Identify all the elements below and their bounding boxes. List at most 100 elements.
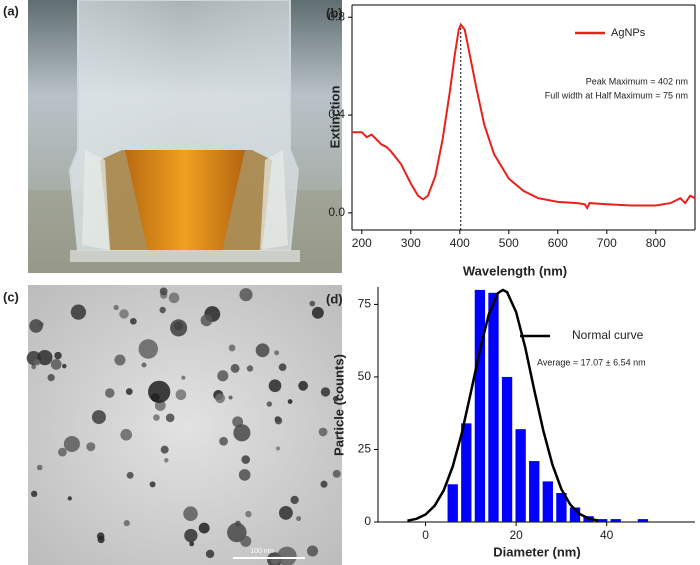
particle xyxy=(29,319,43,333)
annotation: Full width at Half Maximum = 75 nm xyxy=(545,90,688,100)
particle xyxy=(57,447,67,457)
particle xyxy=(205,549,215,559)
particle xyxy=(183,506,198,521)
particle xyxy=(114,354,126,366)
bar xyxy=(597,519,608,522)
particle xyxy=(307,545,319,557)
particle xyxy=(219,436,228,446)
panel-label: (c) xyxy=(3,289,19,304)
x-tick-label: 500 xyxy=(499,236,519,250)
particle xyxy=(266,401,273,407)
particle xyxy=(141,362,147,368)
particle xyxy=(333,395,339,402)
y-tick-label: 0.4 xyxy=(328,107,345,121)
annotation: Average = 17.07 ± 6.54 nm xyxy=(537,357,646,367)
bar xyxy=(488,292,499,522)
x-axis-title: Diameter (nm) xyxy=(493,544,580,559)
particle xyxy=(154,400,166,411)
particle xyxy=(120,428,133,441)
particle xyxy=(298,380,309,391)
legend-label: Normal curve xyxy=(572,328,644,342)
particle xyxy=(126,471,134,479)
particle xyxy=(274,350,280,356)
bar xyxy=(501,376,513,522)
x-tick-label: 200 xyxy=(352,236,372,250)
legend-label: AgNPs xyxy=(611,27,646,39)
particle xyxy=(268,379,282,393)
particle xyxy=(287,399,293,404)
particle xyxy=(36,464,43,471)
y-tick-label: 0.0 xyxy=(328,205,345,219)
particle xyxy=(332,469,341,478)
particle xyxy=(165,413,175,423)
particle xyxy=(153,414,160,421)
particle xyxy=(290,495,299,505)
particle xyxy=(240,535,252,547)
particle xyxy=(278,363,287,372)
particle xyxy=(311,306,324,319)
particle xyxy=(230,363,240,373)
particle xyxy=(215,393,226,404)
bar xyxy=(610,519,621,522)
particle xyxy=(130,317,137,325)
y-tick-label: 25 xyxy=(358,442,372,456)
particle xyxy=(31,364,37,370)
bar xyxy=(556,492,567,522)
particle xyxy=(160,445,169,454)
particle xyxy=(170,319,188,337)
particle xyxy=(164,458,169,463)
particle xyxy=(181,375,186,380)
particle xyxy=(97,536,105,544)
cuvette-photo xyxy=(28,0,342,273)
particle xyxy=(37,349,53,366)
x-tick-label: 700 xyxy=(597,236,617,250)
particle xyxy=(138,339,158,359)
y-tick-label: 0 xyxy=(364,514,371,528)
particle xyxy=(47,373,55,382)
bar xyxy=(569,507,581,522)
line xyxy=(352,22,696,211)
normal-curve xyxy=(407,288,598,522)
particle xyxy=(198,522,210,534)
annotation: Peak Maximum = 402 nm xyxy=(586,76,688,86)
x-tick-label: 20 xyxy=(509,528,523,542)
particle xyxy=(125,388,133,395)
panel-label: (d) xyxy=(326,291,343,306)
bar xyxy=(529,461,540,522)
particle xyxy=(318,427,328,437)
particle xyxy=(245,510,252,518)
particle xyxy=(70,304,87,320)
x-axis-title: Wavelength (nm) xyxy=(463,263,567,278)
particle xyxy=(241,455,251,464)
bar xyxy=(515,429,526,522)
particle xyxy=(309,300,316,307)
particle xyxy=(159,287,168,296)
y-tick-label: 75 xyxy=(358,297,372,311)
particle xyxy=(189,541,195,547)
particle xyxy=(274,416,283,425)
x-tick-label: 600 xyxy=(548,236,568,250)
panel-label: (b) xyxy=(326,5,343,20)
particle xyxy=(50,359,62,370)
particle xyxy=(62,363,67,369)
particle xyxy=(246,365,254,372)
particle xyxy=(228,344,236,352)
bar xyxy=(474,289,486,522)
bar xyxy=(542,481,553,522)
panel-label: (a) xyxy=(3,3,19,18)
particle xyxy=(30,490,38,498)
particle xyxy=(296,516,302,522)
x-tick-label: 40 xyxy=(600,528,614,542)
particle xyxy=(278,506,293,520)
particle xyxy=(159,306,166,314)
particle xyxy=(228,395,233,400)
particle xyxy=(320,480,328,488)
particle xyxy=(148,380,171,403)
y-axis-title: Particle (counts) xyxy=(331,354,346,456)
particle xyxy=(149,481,156,488)
bar xyxy=(637,519,649,522)
particle xyxy=(277,546,297,565)
bar xyxy=(447,484,458,522)
particle xyxy=(255,343,270,358)
